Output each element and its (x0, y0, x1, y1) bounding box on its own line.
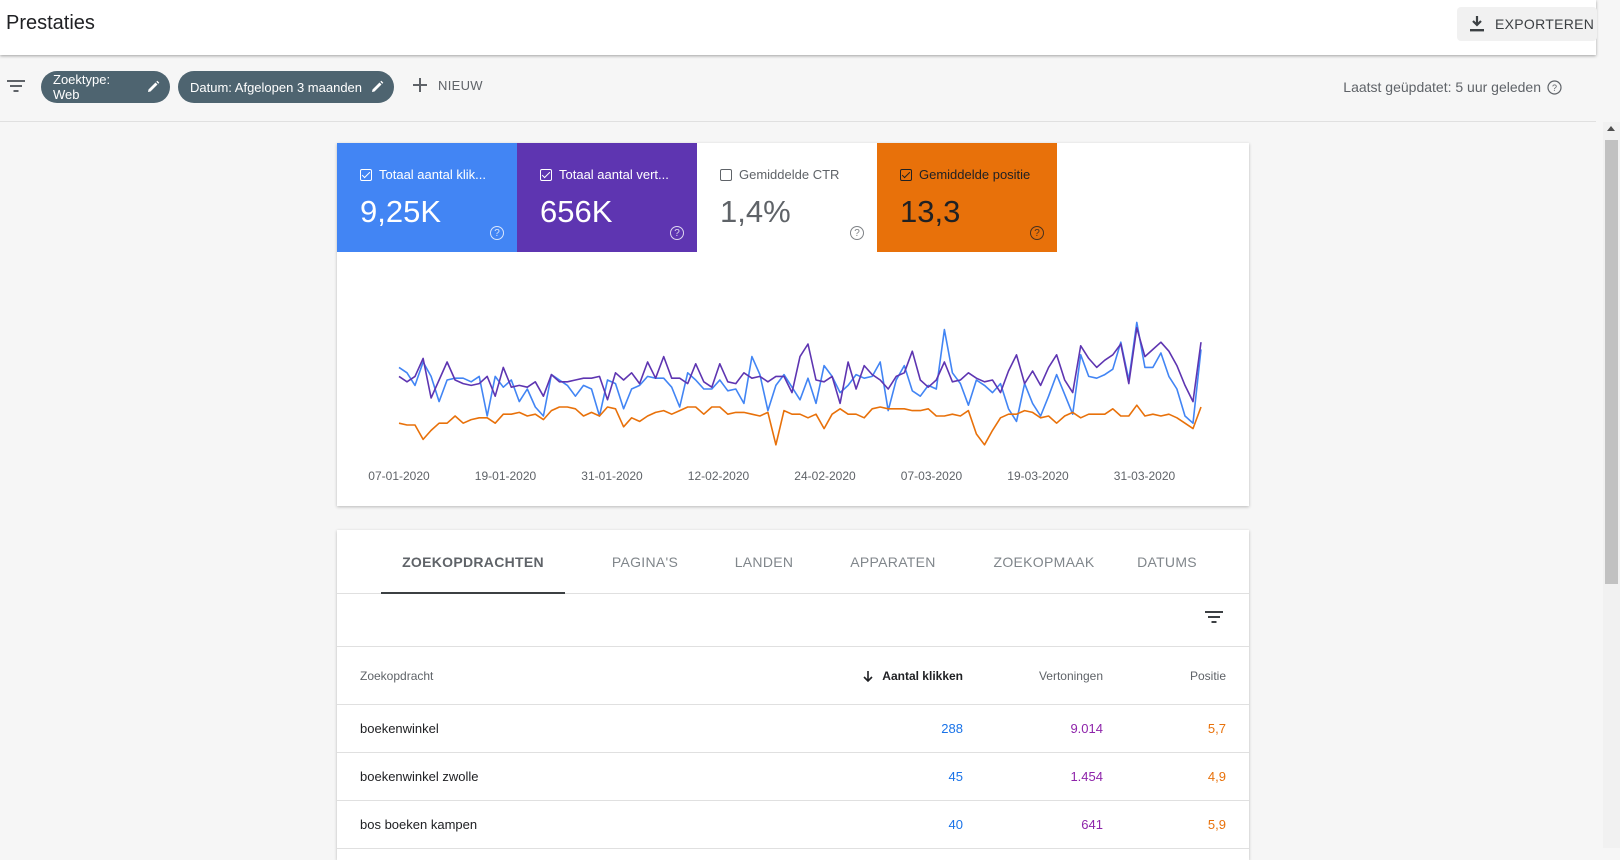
x-tick-label: 07-01-2020 (368, 469, 430, 483)
new-filter-button[interactable]: NIEUW (412, 77, 483, 93)
last-updated-text: Laatst geüpdatet: 5 uur geleden (1343, 79, 1541, 95)
metric-header: Gemiddelde CTR (720, 167, 877, 182)
position-cell: 5,9 (1207, 817, 1226, 832)
help-icon[interactable]: ? (1030, 226, 1044, 240)
filter-icon[interactable] (6, 79, 26, 93)
chip-label: Datum: Afgelopen 3 maanden (190, 79, 363, 95)
sort-down-arrow-icon (863, 670, 873, 682)
metric-value: 1,4% (720, 194, 791, 229)
series-line (398, 321, 1202, 424)
chip-search-type[interactable]: Zoektype: Web (41, 71, 170, 103)
metric-value: 9,25K (360, 194, 442, 229)
tab[interactable]: ZOEKOPDRACHTEN (381, 530, 565, 594)
dimension-tabs: ZOEKOPDRACHTEN PAGINA'S LANDEN APPARATEN ZOE… (337, 530, 1249, 594)
checkbox-checked-icon[interactable] (360, 168, 372, 181)
metric-label: Totaal aantal vert... (559, 167, 669, 182)
svg-text:?: ? (1552, 83, 1557, 93)
metric-value: 13,3 (900, 194, 961, 229)
x-tick-label: 07-03-2020 (901, 469, 963, 483)
impressions-cell: 9.014 (1070, 721, 1103, 736)
help-icon[interactable]: ? (850, 226, 864, 240)
dimensions-table-card: ZOEKOPDRACHTEN PAGINA'S LANDEN APPARATEN ZOE… (337, 530, 1249, 860)
tab[interactable]: LANDEN (734, 553, 794, 570)
table-header: Zoekopdracht Aantal klikken Vertoningen … (337, 647, 1249, 705)
position-cell: 4,9 (1207, 769, 1226, 784)
tab[interactable]: PAGINA'S (611, 553, 679, 570)
metric-tile[interactable]: Totaal aantal vert... 656K? (517, 143, 697, 252)
pencil-icon (146, 80, 160, 94)
chip-date-range[interactable]: Datum: Afgelopen 3 maanden (178, 71, 394, 103)
clicks-cell: 40 (948, 817, 963, 832)
page-title: Prestaties (6, 12, 95, 34)
checkbox-unchecked-icon[interactable] (720, 168, 732, 181)
plus-icon (413, 78, 427, 92)
checkbox-checked-icon[interactable] (900, 168, 912, 181)
column-header-clicks[interactable]: Aantal klikken (862, 669, 963, 683)
new-filter-label: NIEUW (438, 77, 483, 93)
x-tick-label: 31-03-2020 (1114, 469, 1176, 483)
column-header-clicks-label: Aantal klikken (882, 669, 963, 683)
column-header-impressions[interactable]: Vertoningen (1038, 669, 1103, 683)
table-row[interactable]: boekenwinkel 288 9.014 5,7 (337, 705, 1249, 753)
metric-tile[interactable]: Totaal aantal klik... 9,25K? (337, 143, 517, 252)
clicks-cell: 288 (941, 721, 963, 736)
metric-tile[interactable]: Gemiddelde positie 13,3? (877, 143, 1057, 252)
table-filter-bar (337, 594, 1249, 647)
position-cell: 5,7 (1207, 721, 1226, 736)
x-tick-label: 19-01-2020 (475, 469, 537, 483)
metric-header: Totaal aantal klik... (360, 167, 517, 182)
scroll-thumb[interactable] (1605, 140, 1618, 584)
tab[interactable]: DATUMS (1137, 553, 1197, 570)
pencil-icon (370, 80, 384, 94)
query-cell: boekenwinkel zwolle (360, 769, 479, 784)
impressions-cell: 641 (1081, 817, 1103, 832)
help-icon[interactable]: ? (1547, 79, 1562, 95)
scrollbar[interactable] (1603, 122, 1620, 848)
metric-label: Gemiddelde CTR (739, 167, 840, 182)
export-label: EXPORTEREN (1495, 16, 1595, 32)
help-icon[interactable]: ? (490, 226, 504, 240)
performance-chart-card: Totaal aantal klik... 9,25K? Totaal aantal… (337, 143, 1249, 506)
table-filter-icon[interactable] (1204, 610, 1224, 624)
last-updated: Laatst geüpdatet: 5 uur geleden ? (1343, 79, 1562, 95)
clicks-cell: 45 (948, 769, 963, 784)
x-tick-label: 19-03-2020 (1007, 469, 1069, 483)
column-header-position[interactable]: Positie (1189, 669, 1226, 683)
metric-header: Gemiddelde positie (900, 167, 1057, 182)
download-icon (1470, 16, 1484, 32)
series-line (398, 327, 1202, 405)
top-bar: Prestaties EXPORTEREN (0, 0, 1597, 55)
x-tick-label: 31-01-2020 (581, 469, 643, 483)
column-header-query[interactable]: Zoekopdracht (360, 669, 434, 683)
metric-label: Totaal aantal klik... (379, 167, 486, 182)
performance-chart: 07-01-2020 19-01-2020 31-01-2020 12-02-2020… (368, 321, 1202, 483)
series-line (398, 404, 1202, 446)
checkbox-checked-icon[interactable] (540, 168, 552, 181)
metric-tile[interactable]: Gemiddelde CTR 1,4%? (697, 143, 877, 252)
filter-bar: Zoektype: Web Datum: Afgelopen 3 maanden… (0, 57, 1596, 122)
query-cell: bos boeken kampen (360, 817, 478, 832)
help-icon[interactable]: ? (670, 226, 684, 240)
table-row[interactable]: bos boeken kampen 40 641 5,9 (337, 801, 1249, 849)
x-tick-label: 12-02-2020 (688, 469, 750, 483)
chip-label: Zoektype: Web (53, 72, 111, 102)
tab[interactable]: ZOEKOPMAAK (993, 553, 1095, 570)
scroll-up-arrow-icon[interactable] (1607, 126, 1615, 131)
metric-header: Totaal aantal vert... (540, 167, 697, 182)
tab[interactable]: APPARATEN (850, 553, 936, 570)
impressions-cell: 1.454 (1070, 769, 1103, 784)
table-row[interactable]: boekenwinkel zwolle 45 1.454 4,9 (337, 753, 1249, 801)
metric-label: Gemiddelde positie (919, 167, 1031, 182)
x-tick-label: 24-02-2020 (794, 469, 856, 483)
metric-value: 656K (540, 194, 613, 229)
query-cell: boekenwinkel (360, 721, 439, 736)
export-button[interactable]: EXPORTEREN (1457, 7, 1597, 41)
